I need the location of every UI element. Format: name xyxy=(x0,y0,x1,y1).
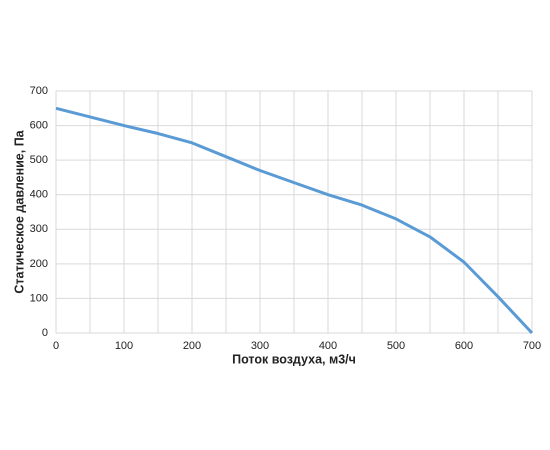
x-tick-label: 200 xyxy=(183,340,201,352)
x-tick-label: 400 xyxy=(319,340,337,352)
x-tick-label: 600 xyxy=(455,340,473,352)
x-tick-label: 300 xyxy=(251,340,269,352)
y-tick-label: 0 xyxy=(42,327,48,339)
y-axis-title: Статическое давление, Па xyxy=(12,129,26,293)
data-line xyxy=(55,106,534,335)
x-tick-label: 100 xyxy=(115,340,133,352)
y-tick-label: 600 xyxy=(30,119,48,131)
y-tick-label: 300 xyxy=(30,223,48,235)
x-axis-title: Поток воздуха, м3/ч xyxy=(232,352,356,366)
x-tick-label: 500 xyxy=(387,340,405,352)
x-tick-label: 700 xyxy=(523,340,541,352)
y-tick-label: 100 xyxy=(30,292,48,304)
y-tick-label: 700 xyxy=(30,85,48,97)
y-tick-label: 400 xyxy=(30,189,48,201)
y-tick-label: 500 xyxy=(30,154,48,166)
y-tick-label: 200 xyxy=(30,258,48,270)
x-tick-label: 0 xyxy=(53,340,59,352)
